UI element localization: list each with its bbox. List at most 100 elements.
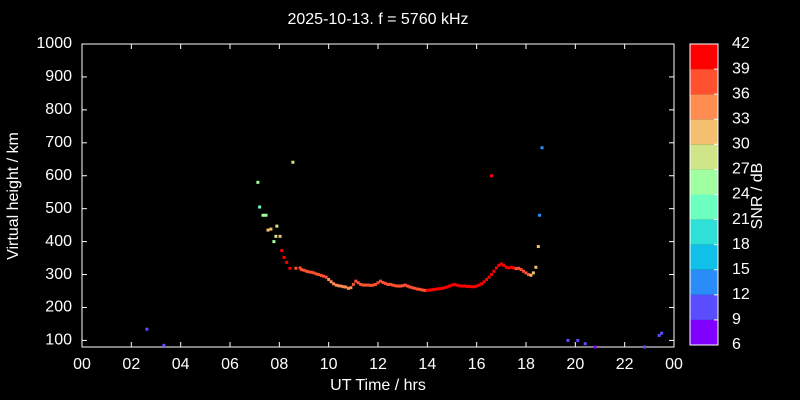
data-point bbox=[403, 283, 407, 287]
data-point bbox=[356, 281, 360, 285]
colorbar-tick-label: 21 bbox=[732, 211, 750, 228]
data-point bbox=[472, 285, 476, 289]
data-point bbox=[536, 245, 540, 249]
colorbar-tick-label: 24 bbox=[732, 186, 750, 203]
data-point bbox=[354, 279, 358, 283]
data-point bbox=[374, 282, 378, 286]
data-point bbox=[351, 282, 355, 286]
data-point bbox=[465, 284, 469, 288]
colorbar-swatch bbox=[690, 244, 718, 270]
data-point bbox=[540, 146, 544, 150]
data-point bbox=[391, 283, 395, 287]
data-point bbox=[448, 284, 452, 288]
colorbar-tick-label: 9 bbox=[732, 311, 741, 328]
data-point bbox=[401, 284, 405, 288]
data-point bbox=[455, 283, 459, 287]
data-point bbox=[285, 260, 289, 264]
data-point bbox=[334, 283, 338, 287]
data-point bbox=[411, 286, 415, 290]
y-tick-label: 900 bbox=[45, 68, 72, 85]
data-point bbox=[415, 287, 419, 291]
colorbar-tick-label: 42 bbox=[732, 35, 750, 52]
x-tick-label: 04 bbox=[172, 356, 190, 373]
data-point bbox=[583, 342, 587, 346]
data-point bbox=[294, 266, 298, 270]
data-point bbox=[324, 275, 328, 279]
data-point bbox=[258, 205, 262, 209]
y-tick-label: 600 bbox=[45, 167, 72, 184]
colorbar-swatch bbox=[690, 194, 718, 220]
data-point bbox=[280, 249, 284, 253]
data-point bbox=[477, 283, 481, 287]
data-point bbox=[494, 266, 498, 270]
x-tick-label: 10 bbox=[320, 356, 338, 373]
data-point bbox=[576, 338, 580, 342]
data-point bbox=[531, 271, 535, 275]
data-point bbox=[526, 273, 530, 277]
y-tick-label: 500 bbox=[45, 200, 72, 217]
x-tick-label: 00 bbox=[665, 356, 683, 373]
data-point bbox=[534, 265, 538, 269]
data-point bbox=[460, 284, 464, 288]
data-point bbox=[371, 283, 375, 287]
data-point bbox=[393, 284, 397, 288]
y-tick-label: 200 bbox=[45, 299, 72, 316]
data-point bbox=[475, 284, 479, 288]
data-point bbox=[509, 265, 513, 269]
colorbar-swatch bbox=[690, 144, 718, 170]
data-point bbox=[497, 263, 501, 267]
chart-title: 2025-10-13. f = 5760 kHz bbox=[287, 11, 468, 28]
data-point bbox=[274, 234, 278, 238]
data-point bbox=[378, 279, 382, 283]
y-tick-label: 800 bbox=[45, 101, 72, 118]
data-point bbox=[480, 282, 484, 286]
x-tick-label: 14 bbox=[418, 356, 436, 373]
data-point bbox=[430, 288, 434, 292]
data-point bbox=[337, 284, 341, 288]
data-point bbox=[445, 285, 449, 289]
data-point bbox=[388, 282, 392, 286]
colorbar-swatch bbox=[690, 69, 718, 95]
data-point bbox=[514, 267, 518, 271]
data-point bbox=[339, 284, 343, 288]
colorbar-swatch bbox=[690, 169, 718, 195]
x-tick-label: 22 bbox=[616, 356, 634, 373]
data-point bbox=[517, 266, 521, 270]
data-point bbox=[524, 271, 528, 275]
data-point bbox=[269, 227, 273, 231]
colorbar-tick-label: 27 bbox=[732, 161, 750, 178]
data-point bbox=[264, 213, 268, 217]
data-point bbox=[413, 286, 417, 290]
data-point bbox=[298, 266, 302, 270]
data-point bbox=[438, 287, 442, 291]
colorbar-label: SNR / dB bbox=[749, 163, 766, 230]
data-point bbox=[302, 268, 306, 272]
colorbar-swatch bbox=[690, 319, 718, 345]
data-point bbox=[369, 283, 373, 287]
colorbar-swatch bbox=[690, 119, 718, 145]
x-axis-label: UT Time / hrs bbox=[330, 377, 426, 394]
data-point bbox=[489, 174, 493, 178]
data-point bbox=[275, 224, 279, 228]
data-point bbox=[423, 288, 427, 292]
colorbar-tick-label: 33 bbox=[732, 110, 750, 127]
data-point bbox=[485, 277, 489, 281]
data-point bbox=[642, 345, 646, 349]
data-point bbox=[282, 255, 286, 259]
data-point bbox=[300, 268, 304, 272]
data-point bbox=[462, 284, 466, 288]
x-tick-label: 16 bbox=[468, 356, 486, 373]
data-point bbox=[519, 268, 523, 272]
data-point bbox=[450, 283, 454, 287]
data-point bbox=[386, 282, 390, 286]
data-point bbox=[145, 327, 149, 331]
x-tick-label: 06 bbox=[221, 356, 239, 373]
data-point bbox=[408, 285, 412, 289]
data-point bbox=[288, 266, 292, 270]
data-point bbox=[278, 234, 282, 238]
data-point bbox=[406, 284, 410, 288]
data-point bbox=[256, 180, 260, 184]
data-point bbox=[266, 228, 270, 232]
data-point bbox=[329, 280, 333, 284]
